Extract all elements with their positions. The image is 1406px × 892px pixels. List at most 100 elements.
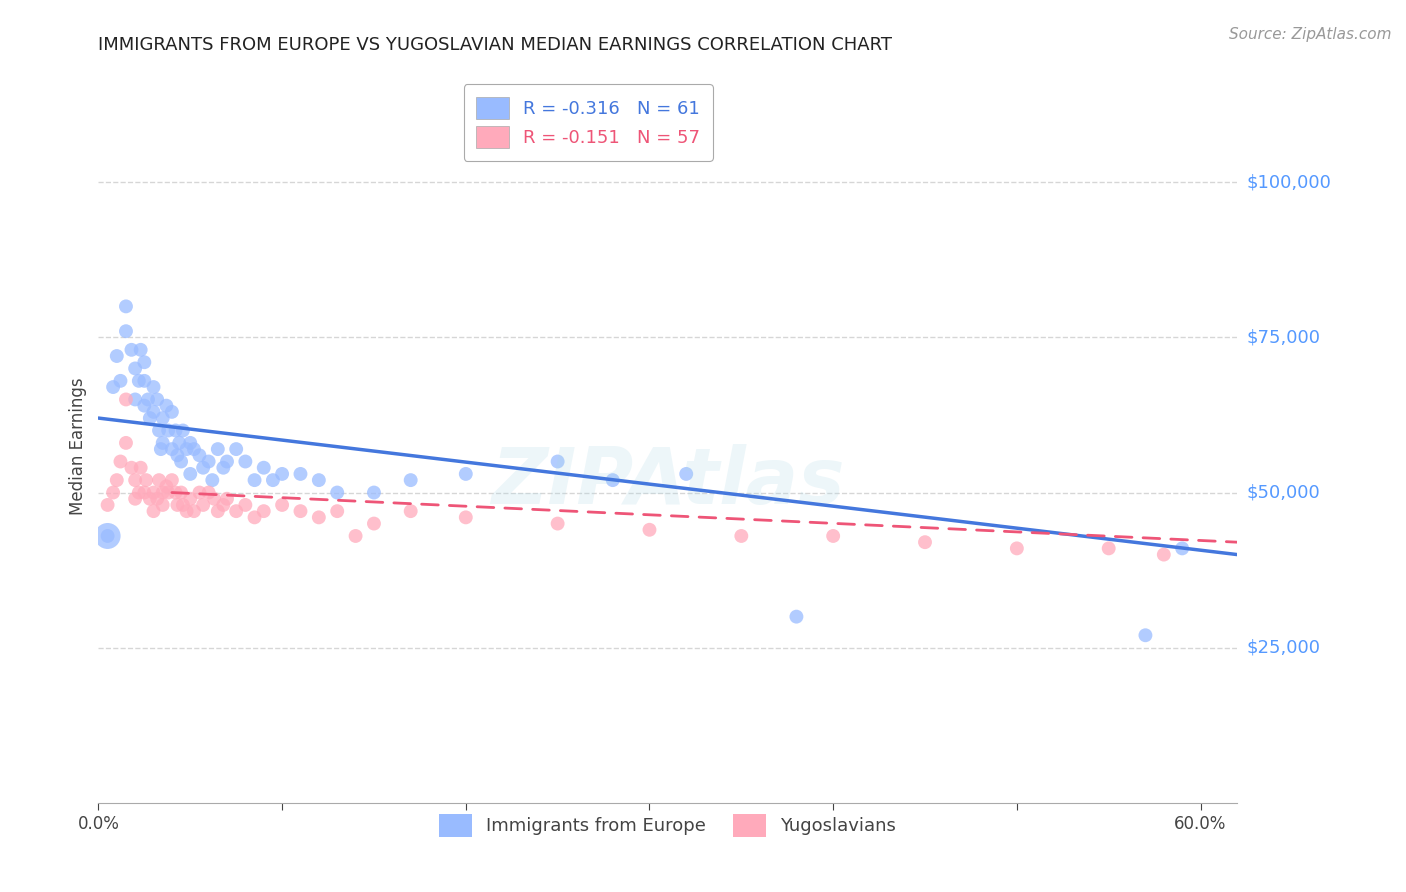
Point [157,424,180,438]
Point [115,392,138,407]
Point [152,411,174,425]
Point [166,448,188,462]
Point [142,405,165,419]
Point [188,485,211,500]
Point [121,460,143,475]
Point [105,349,128,363]
Point [326,485,349,500]
Point [215,491,238,506]
Point [166,498,188,512]
Point [124,361,146,376]
Point [1005,541,1028,556]
Legend: Immigrants from Europe, Yugoslavians: Immigrants from Europe, Yugoslavians [432,807,904,844]
Point [172,498,194,512]
Point [454,467,477,481]
Point [207,504,229,518]
Point [139,411,162,425]
Point [129,460,152,475]
Point [165,485,187,500]
Point [97,498,120,512]
Point [235,498,257,512]
Point [823,529,845,543]
Point [142,380,165,394]
Point [142,485,165,500]
Point [212,460,235,475]
Point [148,473,170,487]
Point [191,498,214,512]
Point [454,510,477,524]
Point [167,436,190,450]
Point [146,491,169,506]
Point [124,392,146,407]
Point [134,355,156,369]
Point [202,491,225,506]
Point [308,510,330,524]
Point [1153,548,1175,562]
Point [135,473,157,487]
Point [201,473,224,487]
Point [170,485,193,500]
Point [121,343,143,357]
Point [152,498,174,512]
Point [914,535,936,549]
Point [1098,541,1121,556]
Point [115,436,138,450]
Point [97,529,120,543]
Point [176,504,198,518]
Text: ZIPAtlas: ZIPAtlas [491,443,845,520]
Point [155,399,177,413]
Point [547,516,569,531]
Point [179,491,201,506]
Point [160,405,183,419]
Point [602,473,624,487]
Text: IMMIGRANTS FROM EUROPE VS YUGOSLAVIAN MEDIAN EARNINGS CORRELATION CHART: IMMIGRANTS FROM EUROPE VS YUGOSLAVIAN ME… [98,36,893,54]
Point [730,529,752,543]
Point [1135,628,1157,642]
Point [253,460,276,475]
Point [547,454,569,468]
Point [215,454,238,468]
Point [785,609,807,624]
Point [344,529,367,543]
Text: $75,000: $75,000 [1247,328,1320,346]
Point [176,442,198,456]
Point [136,392,159,407]
Point [148,424,170,438]
Point [149,442,172,456]
Point [290,467,312,481]
Point [253,504,276,518]
Point [179,436,201,450]
Text: Source: ZipAtlas.com: Source: ZipAtlas.com [1229,27,1392,42]
Point [290,504,312,518]
Point [101,380,124,394]
Text: $25,000: $25,000 [1247,639,1320,657]
Point [225,504,247,518]
Point [97,529,120,543]
Point [183,442,205,456]
Point [271,498,294,512]
Point [308,473,330,487]
Point [124,473,146,487]
Point [262,473,284,487]
Point [129,343,152,357]
Point [152,485,174,500]
Point [1171,541,1194,556]
Point [243,510,266,524]
Point [188,448,211,462]
Point [197,485,219,500]
Point [115,299,138,313]
Point [101,485,124,500]
Point [243,473,266,487]
Point [142,504,165,518]
Point [160,442,183,456]
Point [139,491,162,506]
Point [128,485,150,500]
Point [271,467,294,481]
Point [165,424,187,438]
Point [363,485,385,500]
Point [155,479,177,493]
Point [225,442,247,456]
Point [110,374,132,388]
Point [399,473,422,487]
Point [134,485,156,500]
